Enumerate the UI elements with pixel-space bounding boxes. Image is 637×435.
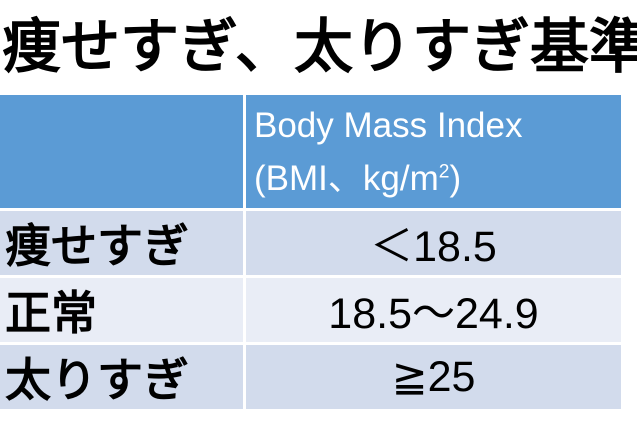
bmi-header-line1: Body Mass Index: [254, 106, 523, 145]
bmi-unit-superscript: 2: [438, 160, 450, 182]
bmi-unit-suffix: ): [449, 158, 462, 198]
row-value-underweight: ＜18.5: [246, 211, 621, 275]
row-value-overweight: ≧25: [246, 345, 621, 409]
row-label-overweight: 太りすぎ: [0, 345, 243, 409]
header-cell-bmi: Body Mass Index (BMI、kg/m2): [246, 95, 621, 208]
row-label-normal: 正常: [0, 278, 243, 342]
header-cell-category: [0, 95, 243, 208]
bmi-table: Body Mass Index (BMI、kg/m2) 痩せすぎ ＜18.5 正…: [0, 95, 621, 409]
bmi-unit-prefix: (BMI、kg/m: [254, 158, 439, 198]
page-title: 痩せすぎ、太りすぎ基準: [2, 14, 637, 80]
row-value-normal: 18.5～24.9: [246, 278, 621, 342]
row-label-underweight: 痩せすぎ: [0, 211, 243, 275]
bmi-header-line2: (BMI、kg/m2): [254, 153, 621, 206]
